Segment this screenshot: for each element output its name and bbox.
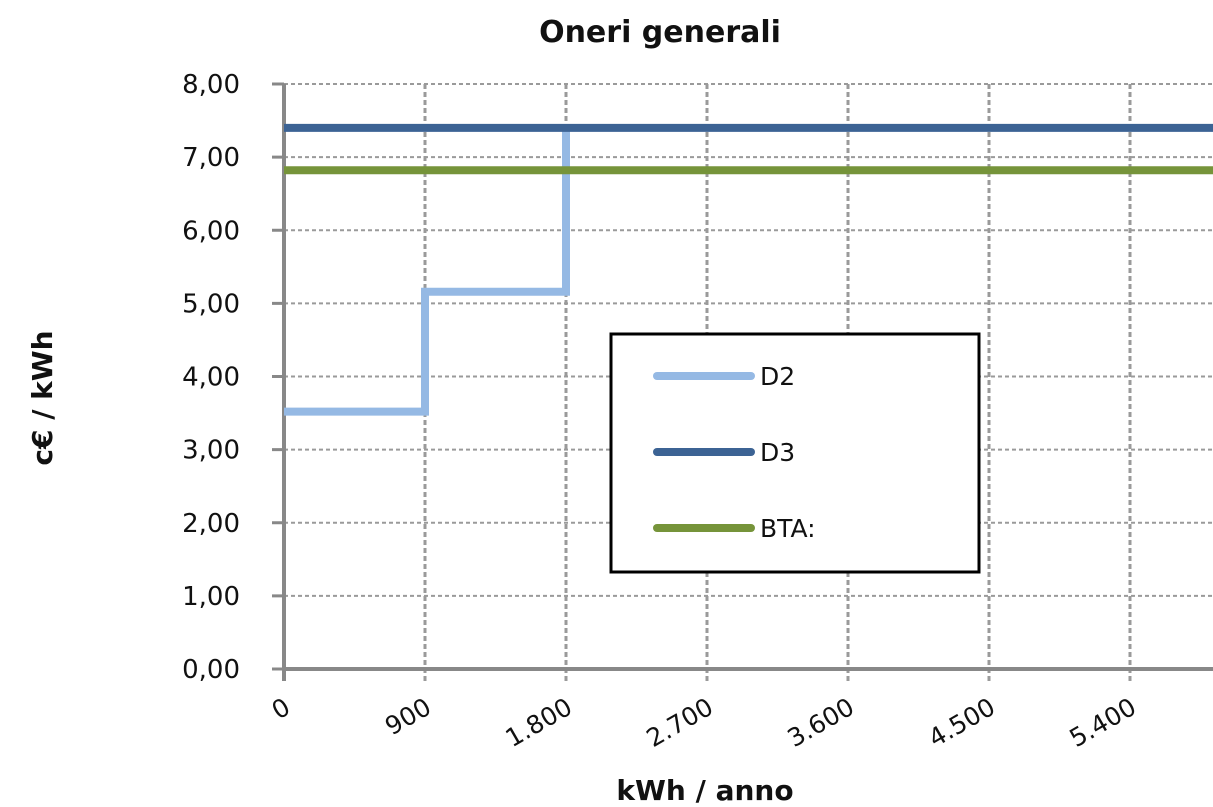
y-tick-label: 3,00 — [182, 436, 240, 466]
x-tick-labels: 0 900 1.800 2.700 3.600 4.500 5.400 — [267, 692, 1141, 753]
y-tick-label: 5,00 — [182, 289, 240, 319]
y-tick-label: 0,00 — [182, 655, 240, 685]
x-tick-label: 0 — [267, 692, 295, 725]
x-tick-label: 900 — [380, 692, 436, 741]
y-tick-label: 6,00 — [182, 216, 240, 246]
x-tick-label: 5.400 — [1065, 692, 1141, 753]
series-line-d2 — [284, 127, 570, 416]
legend-label: D2 — [760, 362, 795, 391]
x-tick-label: 1.800 — [501, 692, 577, 753]
legend-label: D3 — [760, 438, 795, 467]
series-lines — [284, 123, 1213, 416]
y-tick-label: 8,00 — [182, 70, 240, 100]
legend-label: BTA: — [760, 514, 816, 543]
x-tick-label: 3.600 — [783, 692, 859, 753]
y-tick-label: 1,00 — [182, 582, 240, 612]
axes — [272, 82, 1213, 681]
x-tick-label: 2.700 — [642, 692, 718, 753]
y-tick-label: 2,00 — [182, 509, 240, 539]
y-axis-label: c€ / kWh — [26, 330, 59, 465]
x-tick-label: 4.500 — [924, 692, 1000, 753]
chart-title: Oneri generali — [539, 15, 781, 50]
legend: D2 D3 BTA: — [609, 332, 981, 574]
x-axis-label: kWh / anno — [616, 774, 793, 807]
y-tick-label: 4,00 — [182, 363, 240, 393]
y-tick-label: 7,00 — [182, 143, 240, 173]
y-tick-labels: 0,00 1,00 2,00 3,00 4,00 5,00 6,00 7,00 8,00 — [182, 70, 240, 685]
